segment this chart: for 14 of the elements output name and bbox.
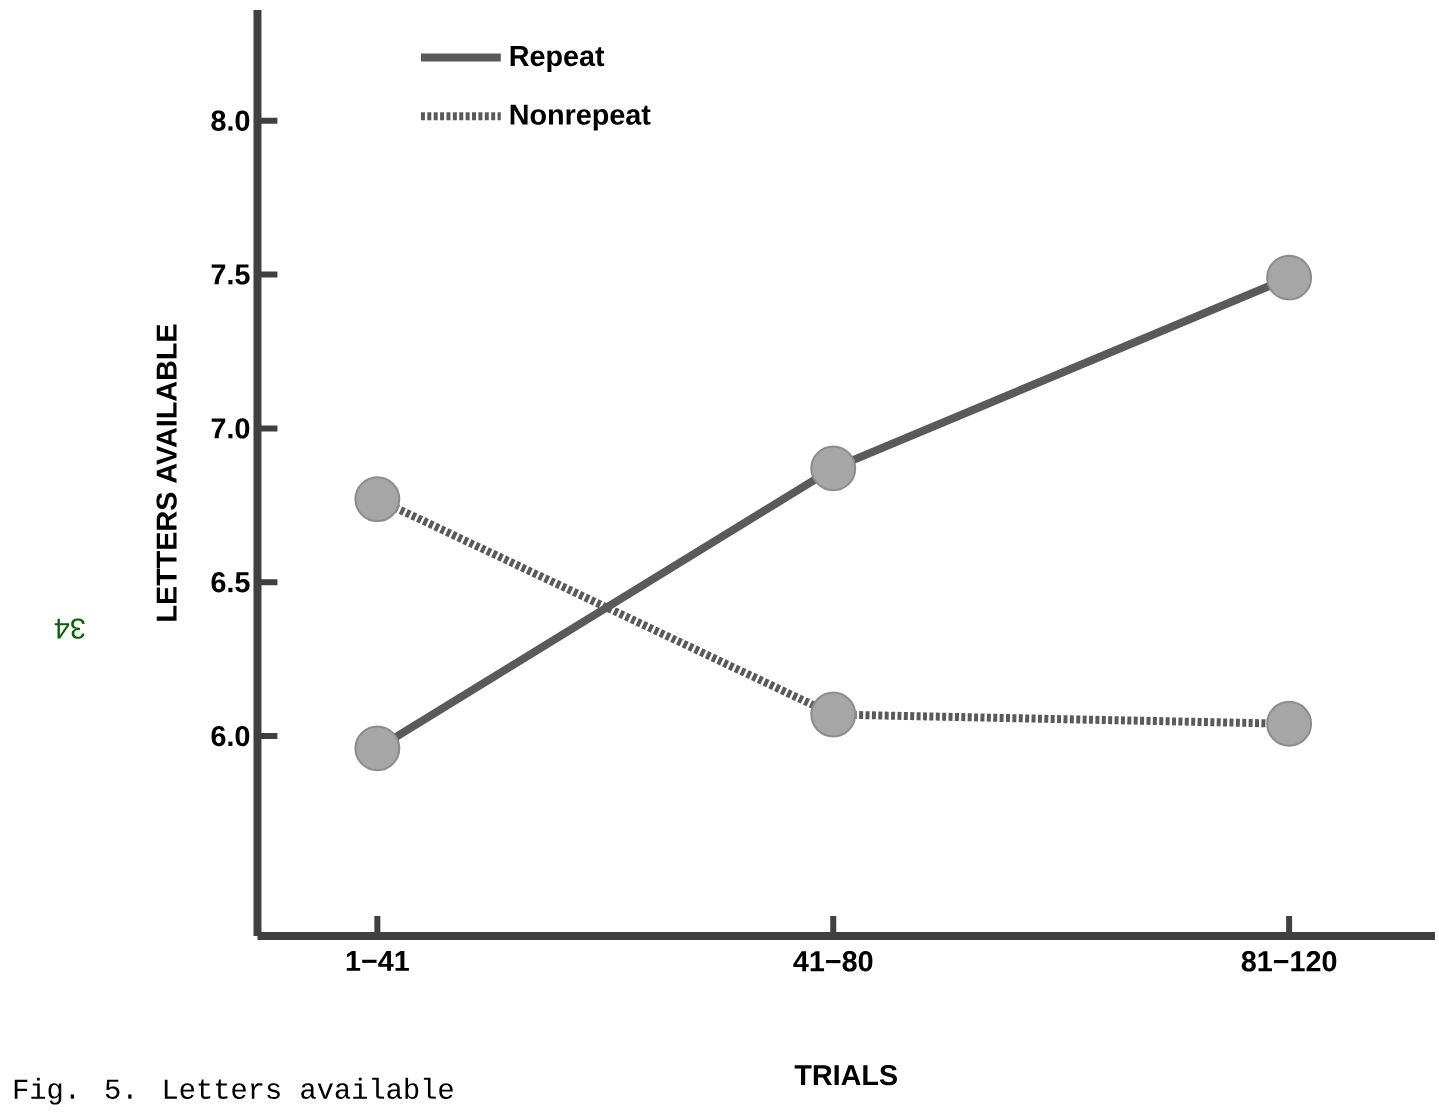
x-tick-label: 1−41 — [346, 951, 409, 972]
text: 34 — [54, 618, 85, 640]
x-tick-label: 41−80 — [793, 951, 873, 972]
caption: Fig. 5. Letters available — [14, 1078, 453, 1105]
legend-label: Repeat — [510, 46, 605, 73]
y-tick-label: 6.0 — [211, 726, 250, 747]
y-tick-label: 7.0 — [211, 418, 250, 439]
x-axis-title: TRIALS — [794, 1065, 897, 1086]
y-tick-label: 7.5 — [211, 264, 250, 285]
legend-label: Nonrepeat — [510, 104, 651, 131]
x-tick-label: 81−120 — [1241, 951, 1337, 972]
y-tick-label: 6.5 — [211, 572, 250, 593]
y-axis-title: LETTERS AVAILABLE — [156, 324, 177, 621]
y-tick-label: 8.0 — [211, 110, 250, 132]
